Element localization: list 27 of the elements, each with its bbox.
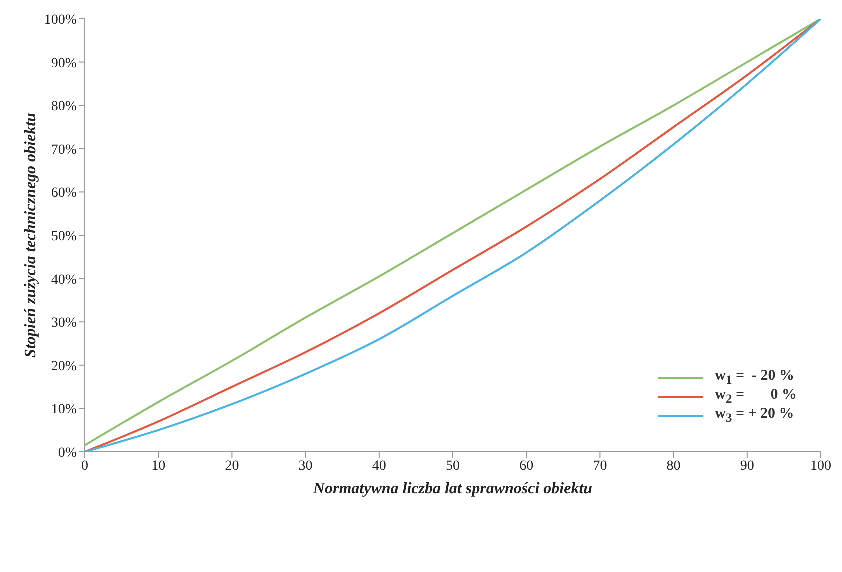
legend-label: w$_{2}$ = 0 % (715, 386, 797, 406)
x-tick-label: 0 (82, 458, 88, 474)
y-tick-label: 10% (51, 402, 78, 418)
x-tick-label: 90 (740, 458, 754, 474)
y-tick-label: 40% (51, 272, 78, 288)
legend-label: w$_{1}$ = - 20 % (715, 368, 794, 388)
x-tick-label: 10 (152, 458, 166, 474)
y-tick-label: 20% (51, 359, 78, 374)
x-tick-label: 40 (372, 458, 386, 474)
x-axis-title: Normatywna liczba lat sprawności obiektu (312, 480, 593, 498)
legend-label: w$_{3}$ = + 20 % (715, 406, 794, 426)
x-tick-label: 50 (446, 458, 460, 474)
y-tick-label: 50% (51, 229, 78, 244)
x-tick-label: 60 (520, 458, 534, 474)
y-tick-label: 80% (51, 100, 78, 115)
y-tick-label: 90% (51, 56, 78, 72)
y-tick-label: 60% (51, 186, 78, 202)
x-tick-label: 30 (298, 458, 313, 474)
x-tick-label: 20 (225, 458, 240, 474)
x-tick-label: 80 (666, 458, 681, 474)
y-axis-title: Stopień zużycia technicznego obiektu (22, 112, 40, 358)
y-tick-label: 100% (44, 12, 78, 28)
y-tick-label: 30% (51, 316, 78, 332)
y-tick-label: 0% (58, 446, 78, 461)
y-tick-label: 70% (51, 142, 78, 158)
x-tick-label: 70 (593, 458, 608, 474)
x-tick-label: 100 (810, 458, 832, 474)
